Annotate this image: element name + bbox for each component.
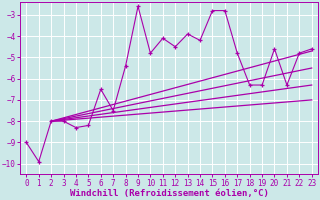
X-axis label: Windchill (Refroidissement éolien,°C): Windchill (Refroidissement éolien,°C) [69,189,268,198]
